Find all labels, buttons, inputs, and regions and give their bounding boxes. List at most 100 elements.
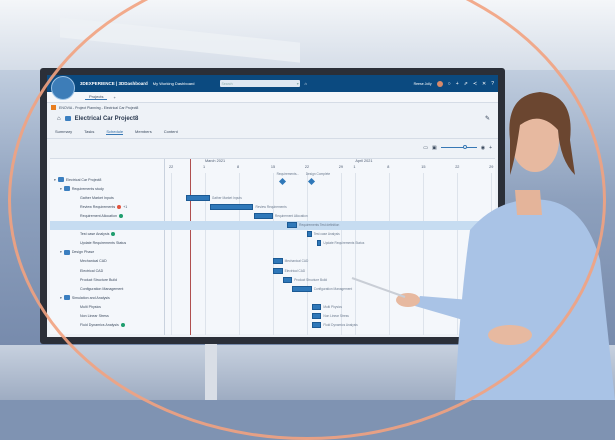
task-bar[interactable]	[306, 231, 312, 238]
bar-label: Fluid Dynamics Analysis	[323, 323, 358, 328]
task-row[interactable]: Update Requirements Status	[80, 239, 126, 248]
tab-tasks[interactable]: Tasks	[84, 129, 95, 134]
task-name: Update Requirements Status	[80, 241, 127, 246]
page-title-row: ⌂ Electrical Car Project8 ✎	[47, 112, 498, 125]
help-icon[interactable]: ?	[491, 80, 494, 87]
task-row[interactable]: Review Requirements +1	[80, 202, 127, 211]
tick-label: 1	[353, 165, 356, 169]
add-icon[interactable]: +	[455, 80, 459, 87]
status-alert-icon	[117, 204, 122, 209]
task-bar[interactable]	[311, 313, 322, 319]
tab-schedule[interactable]: Schedule	[106, 128, 124, 135]
grid-line	[306, 173, 308, 335]
zoom-slider-handle[interactable]	[462, 145, 467, 149]
export-icon[interactable]: ▭	[423, 144, 428, 151]
task-row[interactable]: Non Linear Stress	[80, 312, 109, 321]
task-name: Electrical CAD	[80, 268, 104, 273]
collab-icon[interactable]: ≺	[472, 80, 478, 87]
gantt-chart: ▾ Electrical Car Project8 ▾ Requirements st…	[50, 158, 495, 335]
tab-members[interactable]: Members	[135, 129, 152, 134]
gantt-toolbar: ▭ ▣ ◉ +	[47, 139, 498, 156]
tick-label: 1	[203, 165, 206, 169]
tab-content[interactable]: Content	[163, 129, 178, 134]
task-bar[interactable]	[209, 203, 254, 210]
tick-label: 22	[169, 165, 174, 169]
milestone-label: Design Complete	[305, 172, 331, 176]
notification-icon[interactable]: ○	[447, 80, 451, 87]
tick-label: 15	[270, 165, 276, 169]
dashboard-name[interactable]: My Working Dashboard	[152, 81, 195, 86]
task-row[interactable]: Test case Analysis	[80, 230, 116, 239]
expand-icon[interactable]: ▾	[60, 295, 62, 300]
badge: +1	[123, 204, 128, 209]
task-row[interactable]: ▾ Electrical Car Project8	[54, 175, 101, 184]
task-bar[interactable]	[253, 212, 273, 219]
search-input[interactable]: Search ▼	[219, 80, 300, 87]
filter-icon[interactable]: ▼	[296, 81, 300, 86]
bar-label: Product Structure Build	[294, 277, 328, 282]
task-name: Test case Analysis	[80, 232, 110, 237]
milestone[interactable]	[308, 177, 316, 186]
task-row[interactable]: ▾ Simulation and Analysis	[60, 293, 110, 302]
grid-line	[340, 173, 342, 335]
image-icon[interactable]: ▣	[431, 144, 437, 151]
task-bar[interactable]	[287, 222, 298, 228]
bar-label: Update Requirements Status	[323, 241, 365, 246]
tab-projects[interactable]: Projects	[85, 94, 108, 100]
tab-summary[interactable]: Summary	[55, 129, 73, 134]
expand-icon[interactable]: ▾	[54, 177, 56, 182]
task-row[interactable]: ▾ Design Phase	[60, 248, 94, 257]
task-bar[interactable]	[282, 276, 293, 283]
task-bar[interactable]	[272, 258, 283, 265]
task-row[interactable]: Multi Physics	[80, 302, 101, 311]
task-bar[interactable]	[292, 285, 312, 292]
home-icon[interactable]: ⌂	[57, 115, 61, 122]
project-icon	[63, 186, 70, 192]
grid-line	[171, 173, 173, 335]
task-row[interactable]: Fluid Dynamics Analysis	[80, 321, 125, 330]
zoom-slider[interactable]	[440, 145, 477, 149]
task-row[interactable]: Gather Market Inputs	[80, 193, 114, 202]
task-bar[interactable]	[316, 240, 322, 247]
expand-icon[interactable]: ▾	[60, 250, 62, 255]
compass-logo[interactable]	[51, 75, 75, 100]
task-row[interactable]: Requirement Allocation	[80, 211, 123, 220]
view-icon[interactable]: ◉	[480, 144, 486, 151]
bar-label: Non Linear Stress	[323, 314, 349, 318]
task-row[interactable]: Electrical CAD	[80, 266, 103, 275]
task-name: Electrical Car Project8	[65, 177, 102, 182]
month-label: April 2021	[355, 159, 373, 163]
share-icon[interactable]: ⇗	[463, 80, 468, 87]
selected-row-highlight[interactable]	[50, 220, 495, 230]
bar-label: Gather Market Inputs	[211, 195, 242, 200]
edit-icon[interactable]: ✎	[484, 116, 490, 122]
status-ok-icon	[118, 213, 123, 218]
task-name: Requirement Allocation	[80, 213, 117, 218]
task-row[interactable]: Product Structure Build	[80, 275, 117, 284]
task-name: Configuration Management	[80, 286, 124, 291]
task-bar[interactable]	[185, 194, 210, 201]
project-icon	[63, 295, 70, 301]
grid-line	[205, 173, 206, 335]
tag-icon[interactable]: ⌂	[304, 81, 307, 86]
tools-icon[interactable]: ✕	[482, 80, 487, 87]
task-row[interactable]: ▾ Requirements study	[60, 184, 104, 193]
task-row[interactable]: Configuration Management	[80, 284, 123, 293]
task-bar[interactable]	[272, 267, 283, 274]
tick-label: 29	[338, 165, 344, 169]
task-bar[interactable]	[311, 303, 322, 310]
expand-icon[interactable]: ▾	[60, 186, 62, 191]
task-name: Product Structure Build	[80, 277, 117, 282]
breadcrumb: ENOVIA - Project Planning - Electrical C…	[47, 103, 498, 112]
task-bar[interactable]	[311, 322, 322, 329]
add-tab-icon[interactable]: +	[113, 94, 116, 100]
grid-line	[355, 173, 357, 335]
task-name: Gather Market Inputs	[80, 195, 114, 200]
milestone[interactable]	[279, 177, 287, 186]
avatar[interactable]	[436, 80, 443, 87]
add-task-icon[interactable]: +	[489, 144, 492, 151]
bar-label: Configuration Management	[313, 286, 353, 291]
task-name: Mechanical CAD	[80, 259, 107, 264]
user-name: Reese Jolly	[413, 81, 432, 86]
task-row[interactable]: Mechanical CAD	[80, 257, 107, 266]
